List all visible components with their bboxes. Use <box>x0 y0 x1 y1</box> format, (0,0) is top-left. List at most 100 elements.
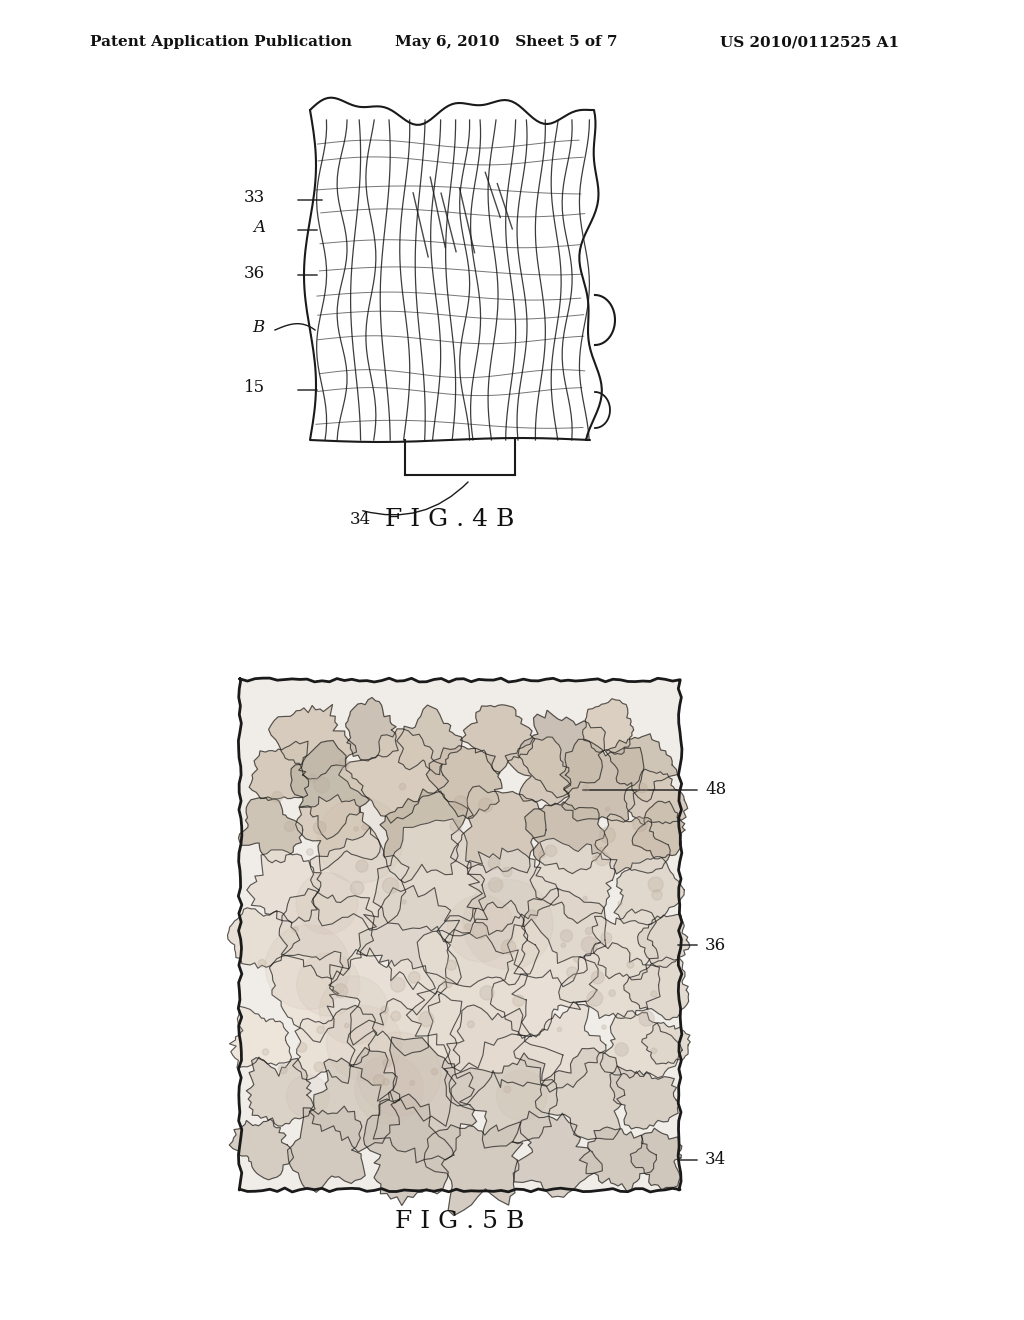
Circle shape <box>566 966 578 978</box>
Circle shape <box>296 873 357 935</box>
Polygon shape <box>356 886 461 994</box>
Circle shape <box>497 1071 547 1121</box>
Polygon shape <box>247 850 322 923</box>
Circle shape <box>557 1027 561 1032</box>
Circle shape <box>319 975 388 1044</box>
Polygon shape <box>269 952 343 1043</box>
Polygon shape <box>560 739 644 822</box>
Circle shape <box>528 909 538 919</box>
Text: B: B <box>253 319 265 337</box>
Polygon shape <box>518 710 605 797</box>
Polygon shape <box>505 737 571 805</box>
Circle shape <box>582 937 597 953</box>
Circle shape <box>357 1032 440 1115</box>
Polygon shape <box>347 991 462 1126</box>
Circle shape <box>334 983 348 998</box>
Polygon shape <box>330 948 446 1056</box>
Polygon shape <box>614 857 684 925</box>
Circle shape <box>313 821 327 834</box>
Polygon shape <box>514 888 606 987</box>
Polygon shape <box>536 1048 625 1139</box>
Text: US 2010/0112525 A1: US 2010/0112525 A1 <box>720 36 899 49</box>
Circle shape <box>279 1064 288 1073</box>
Circle shape <box>356 861 368 873</box>
Polygon shape <box>291 741 370 840</box>
Circle shape <box>285 821 295 832</box>
Circle shape <box>573 956 580 962</box>
Text: May 6, 2010   Sheet 5 of 7: May 6, 2010 Sheet 5 of 7 <box>395 36 617 49</box>
Circle shape <box>327 1006 401 1081</box>
Circle shape <box>297 1043 307 1052</box>
Circle shape <box>488 857 500 869</box>
Text: F I G . 5 B: F I G . 5 B <box>395 1210 524 1233</box>
Text: Patent Application Publication: Patent Application Publication <box>90 36 352 49</box>
Text: 34: 34 <box>350 511 372 528</box>
Polygon shape <box>310 828 409 931</box>
Circle shape <box>419 1011 434 1027</box>
Polygon shape <box>239 797 303 863</box>
Text: A: A <box>253 219 265 236</box>
Circle shape <box>409 972 420 983</box>
Polygon shape <box>624 957 689 1020</box>
Polygon shape <box>288 1106 366 1192</box>
Circle shape <box>443 978 453 987</box>
Circle shape <box>587 990 603 1006</box>
Text: 33: 33 <box>244 190 265 206</box>
Circle shape <box>381 1006 388 1014</box>
Circle shape <box>602 1026 606 1030</box>
Circle shape <box>651 1048 656 1053</box>
Circle shape <box>258 960 266 968</box>
Polygon shape <box>293 1006 377 1084</box>
Polygon shape <box>407 931 531 1072</box>
Polygon shape <box>426 746 502 818</box>
Circle shape <box>410 1081 415 1085</box>
Circle shape <box>583 785 589 792</box>
Circle shape <box>306 849 313 855</box>
Polygon shape <box>451 785 546 873</box>
Circle shape <box>652 890 663 900</box>
Polygon shape <box>583 698 634 754</box>
Circle shape <box>373 1074 385 1086</box>
Polygon shape <box>437 900 540 987</box>
Circle shape <box>513 995 524 1006</box>
Text: F I G . 4 B: F I G . 4 B <box>385 508 515 532</box>
Text: 34: 34 <box>705 1151 726 1168</box>
Polygon shape <box>595 814 670 874</box>
Circle shape <box>354 826 358 832</box>
Circle shape <box>627 961 634 969</box>
Polygon shape <box>530 838 617 924</box>
Circle shape <box>639 1011 654 1026</box>
Circle shape <box>309 775 316 783</box>
Polygon shape <box>380 789 468 883</box>
Circle shape <box>472 924 487 939</box>
Polygon shape <box>227 908 300 969</box>
Text: 36: 36 <box>705 936 726 953</box>
Circle shape <box>383 1078 389 1085</box>
Circle shape <box>545 845 557 857</box>
Circle shape <box>454 796 468 809</box>
Circle shape <box>447 895 514 962</box>
Polygon shape <box>580 1127 656 1192</box>
Circle shape <box>648 876 664 892</box>
Circle shape <box>467 1020 474 1028</box>
Polygon shape <box>339 729 449 824</box>
Circle shape <box>339 759 349 770</box>
Circle shape <box>591 972 604 983</box>
Polygon shape <box>247 1057 315 1126</box>
Polygon shape <box>364 1094 454 1205</box>
Circle shape <box>287 1074 330 1118</box>
Circle shape <box>314 1063 324 1072</box>
Circle shape <box>262 1049 268 1055</box>
Circle shape <box>583 896 587 900</box>
Polygon shape <box>346 697 398 762</box>
Circle shape <box>478 799 493 813</box>
Circle shape <box>617 902 623 906</box>
Circle shape <box>595 851 609 866</box>
Circle shape <box>501 940 516 954</box>
Circle shape <box>446 960 457 970</box>
Circle shape <box>560 929 572 942</box>
Polygon shape <box>249 741 308 800</box>
Polygon shape <box>490 919 598 1039</box>
Polygon shape <box>524 803 608 874</box>
Polygon shape <box>632 801 685 859</box>
